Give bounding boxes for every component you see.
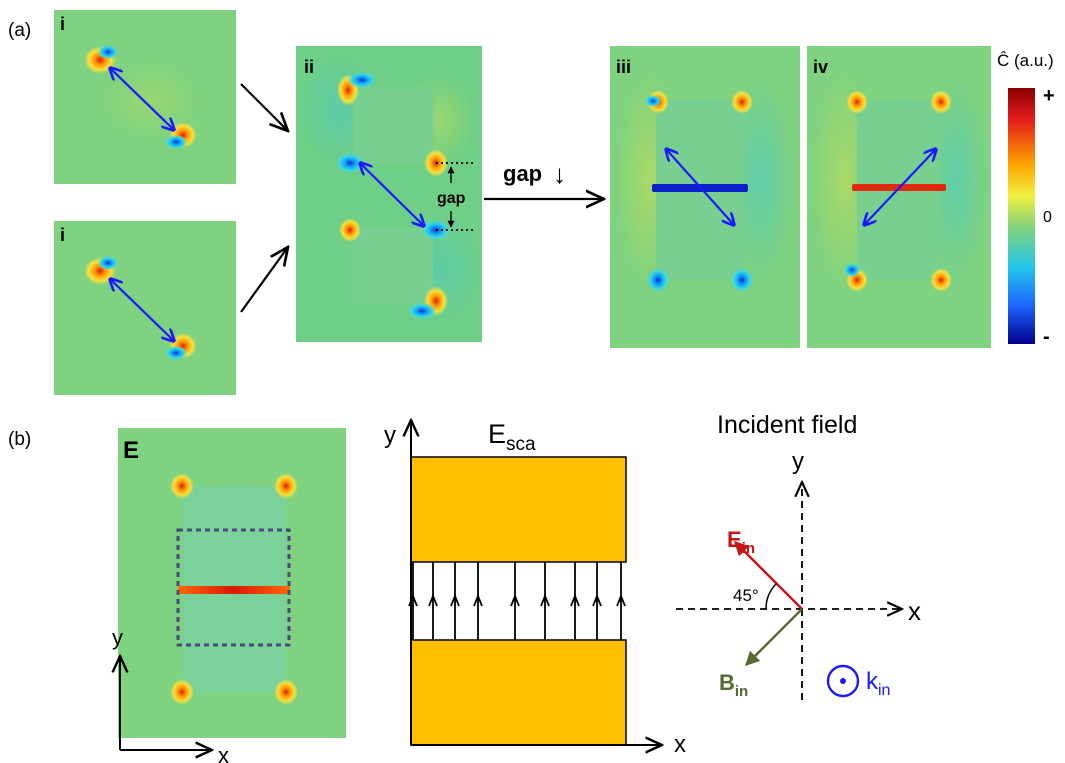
field-axis-x-label: x xyxy=(218,743,229,763)
merge-arrow-bottom xyxy=(240,247,288,313)
colorbar-mid-label: 0 xyxy=(1043,209,1052,226)
incident-axis-x-label: x xyxy=(908,596,921,626)
field-line-arrowhead xyxy=(570,593,580,607)
tile-iii: iii xyxy=(610,46,800,348)
field-line-arrowhead xyxy=(473,593,483,607)
tile-label-iv: iv xyxy=(813,57,828,77)
gap-label: gap xyxy=(437,190,466,207)
gold-block-top xyxy=(410,456,627,563)
field-line-arrowhead xyxy=(510,593,520,607)
e-in-arrow xyxy=(733,540,803,610)
merge-arrow-top xyxy=(240,83,288,131)
b-in-arrow xyxy=(744,608,803,667)
field-line-arrowhead xyxy=(592,593,602,607)
field-line-arrowhead xyxy=(428,593,438,607)
tile-ii: gap ii xyxy=(295,46,485,342)
field-line-arrowhead xyxy=(450,593,460,607)
e-in-label: Ein xyxy=(727,527,755,557)
tile-i-bottom: i xyxy=(54,221,236,395)
esca-title: Esca xyxy=(488,419,536,455)
e-field-map: E y x xyxy=(112,428,346,763)
angle-arc xyxy=(765,582,778,610)
colorbar: Ĉ (a.u.) + 0 - xyxy=(997,51,1055,348)
field-axis-y-label: y xyxy=(112,625,123,650)
panel-b-label: (b) xyxy=(8,429,31,450)
gap-arrow-symbol: ↓ xyxy=(553,159,566,189)
tile-label-iii: iii xyxy=(616,57,631,77)
tile-label-ii: ii xyxy=(304,57,314,77)
e-field-label: E xyxy=(123,437,139,464)
k-in-label: kin xyxy=(866,668,890,699)
colorbar-min-label: - xyxy=(1043,326,1050,348)
tile-label-i-bottom: i xyxy=(60,225,65,245)
dashed-region-box xyxy=(176,528,291,647)
colorbar-title: Ĉ (a.u.) xyxy=(997,51,1054,70)
tile-iv: iv xyxy=(807,46,991,348)
field-line-arrowhead xyxy=(616,593,626,607)
angle-label: 45° xyxy=(733,586,759,605)
b-in-label: Bin xyxy=(719,670,748,700)
incident-field-diagram: Incident field y x 45° Ein Bin kin xyxy=(676,411,921,700)
incident-title: Incident field xyxy=(717,411,857,439)
tile-i-top: i xyxy=(54,10,236,184)
colorbar-max-label: + xyxy=(1043,85,1055,107)
gap-arrow-label: gap xyxy=(503,161,542,186)
e-sca-diagram: y x Esca xyxy=(384,419,686,758)
tile-label-i-top: i xyxy=(60,14,65,34)
gap-field-lines xyxy=(408,562,626,640)
esca-title-main: E xyxy=(488,419,506,449)
incident-axis-y-label: y xyxy=(792,448,804,475)
field-line-arrowhead xyxy=(540,593,550,607)
esca-axis-y-label: y xyxy=(384,422,396,449)
gold-block-bottom xyxy=(410,639,627,746)
esca-axis-x-label: x xyxy=(674,731,686,758)
esca-title-sub: sca xyxy=(506,434,536,455)
k-in-out-of-plane-icon xyxy=(826,664,860,698)
panel-a-label: (a) xyxy=(8,20,31,41)
gap-reduction-arrow: gap ↓ xyxy=(484,159,604,199)
